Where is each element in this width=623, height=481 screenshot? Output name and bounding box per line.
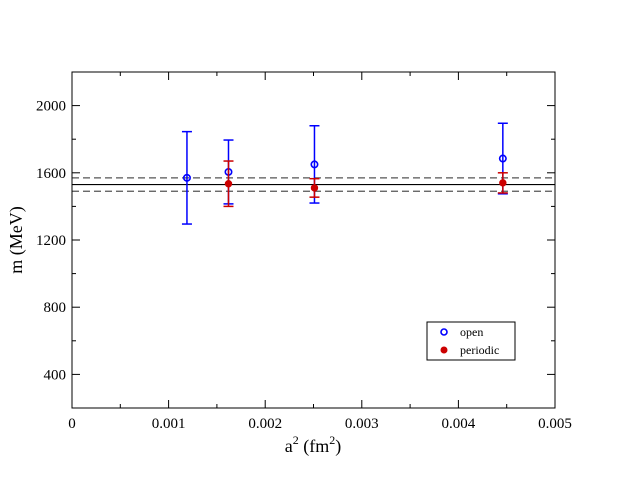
x-tick-label: 0.001	[152, 416, 186, 432]
x-tick-label: 0.005	[538, 416, 572, 432]
legend-box	[426, 321, 516, 361]
x-tick-label: 0.003	[345, 416, 379, 432]
y-tick-label: 400	[44, 367, 67, 383]
x-axis: 0 0.001 0.002 0.003 0.004 0.005	[68, 72, 572, 432]
legend-periodic-label: periodic	[460, 343, 499, 357]
y-tick-label: 1200	[36, 233, 66, 249]
data-point	[182, 173, 191, 182]
legend: open periodic	[426, 321, 516, 361]
x-tick-label: 0.004	[442, 416, 476, 432]
legend-open-marker	[440, 328, 448, 336]
x-axis-title: a2 (fm2)	[285, 433, 342, 457]
data-series	[181, 122, 508, 225]
x-tick-label: 0	[68, 416, 76, 432]
legend-periodic-marker	[440, 346, 448, 354]
data-point	[310, 160, 319, 169]
y-axis-title: m (MeV)	[6, 206, 27, 273]
y-tick-label: 1600	[36, 166, 66, 182]
y-tick-label: 2000	[36, 99, 66, 115]
data-point	[498, 154, 507, 163]
legend-open-label: open	[460, 325, 483, 339]
y-tick-label: 800	[44, 300, 67, 316]
data-point	[224, 180, 233, 188]
x-tick-label: 0.002	[248, 416, 282, 432]
data-point	[310, 184, 319, 192]
y-axis: 400 800 1200 1600 2000	[36, 71, 555, 409]
data-point	[499, 179, 507, 187]
